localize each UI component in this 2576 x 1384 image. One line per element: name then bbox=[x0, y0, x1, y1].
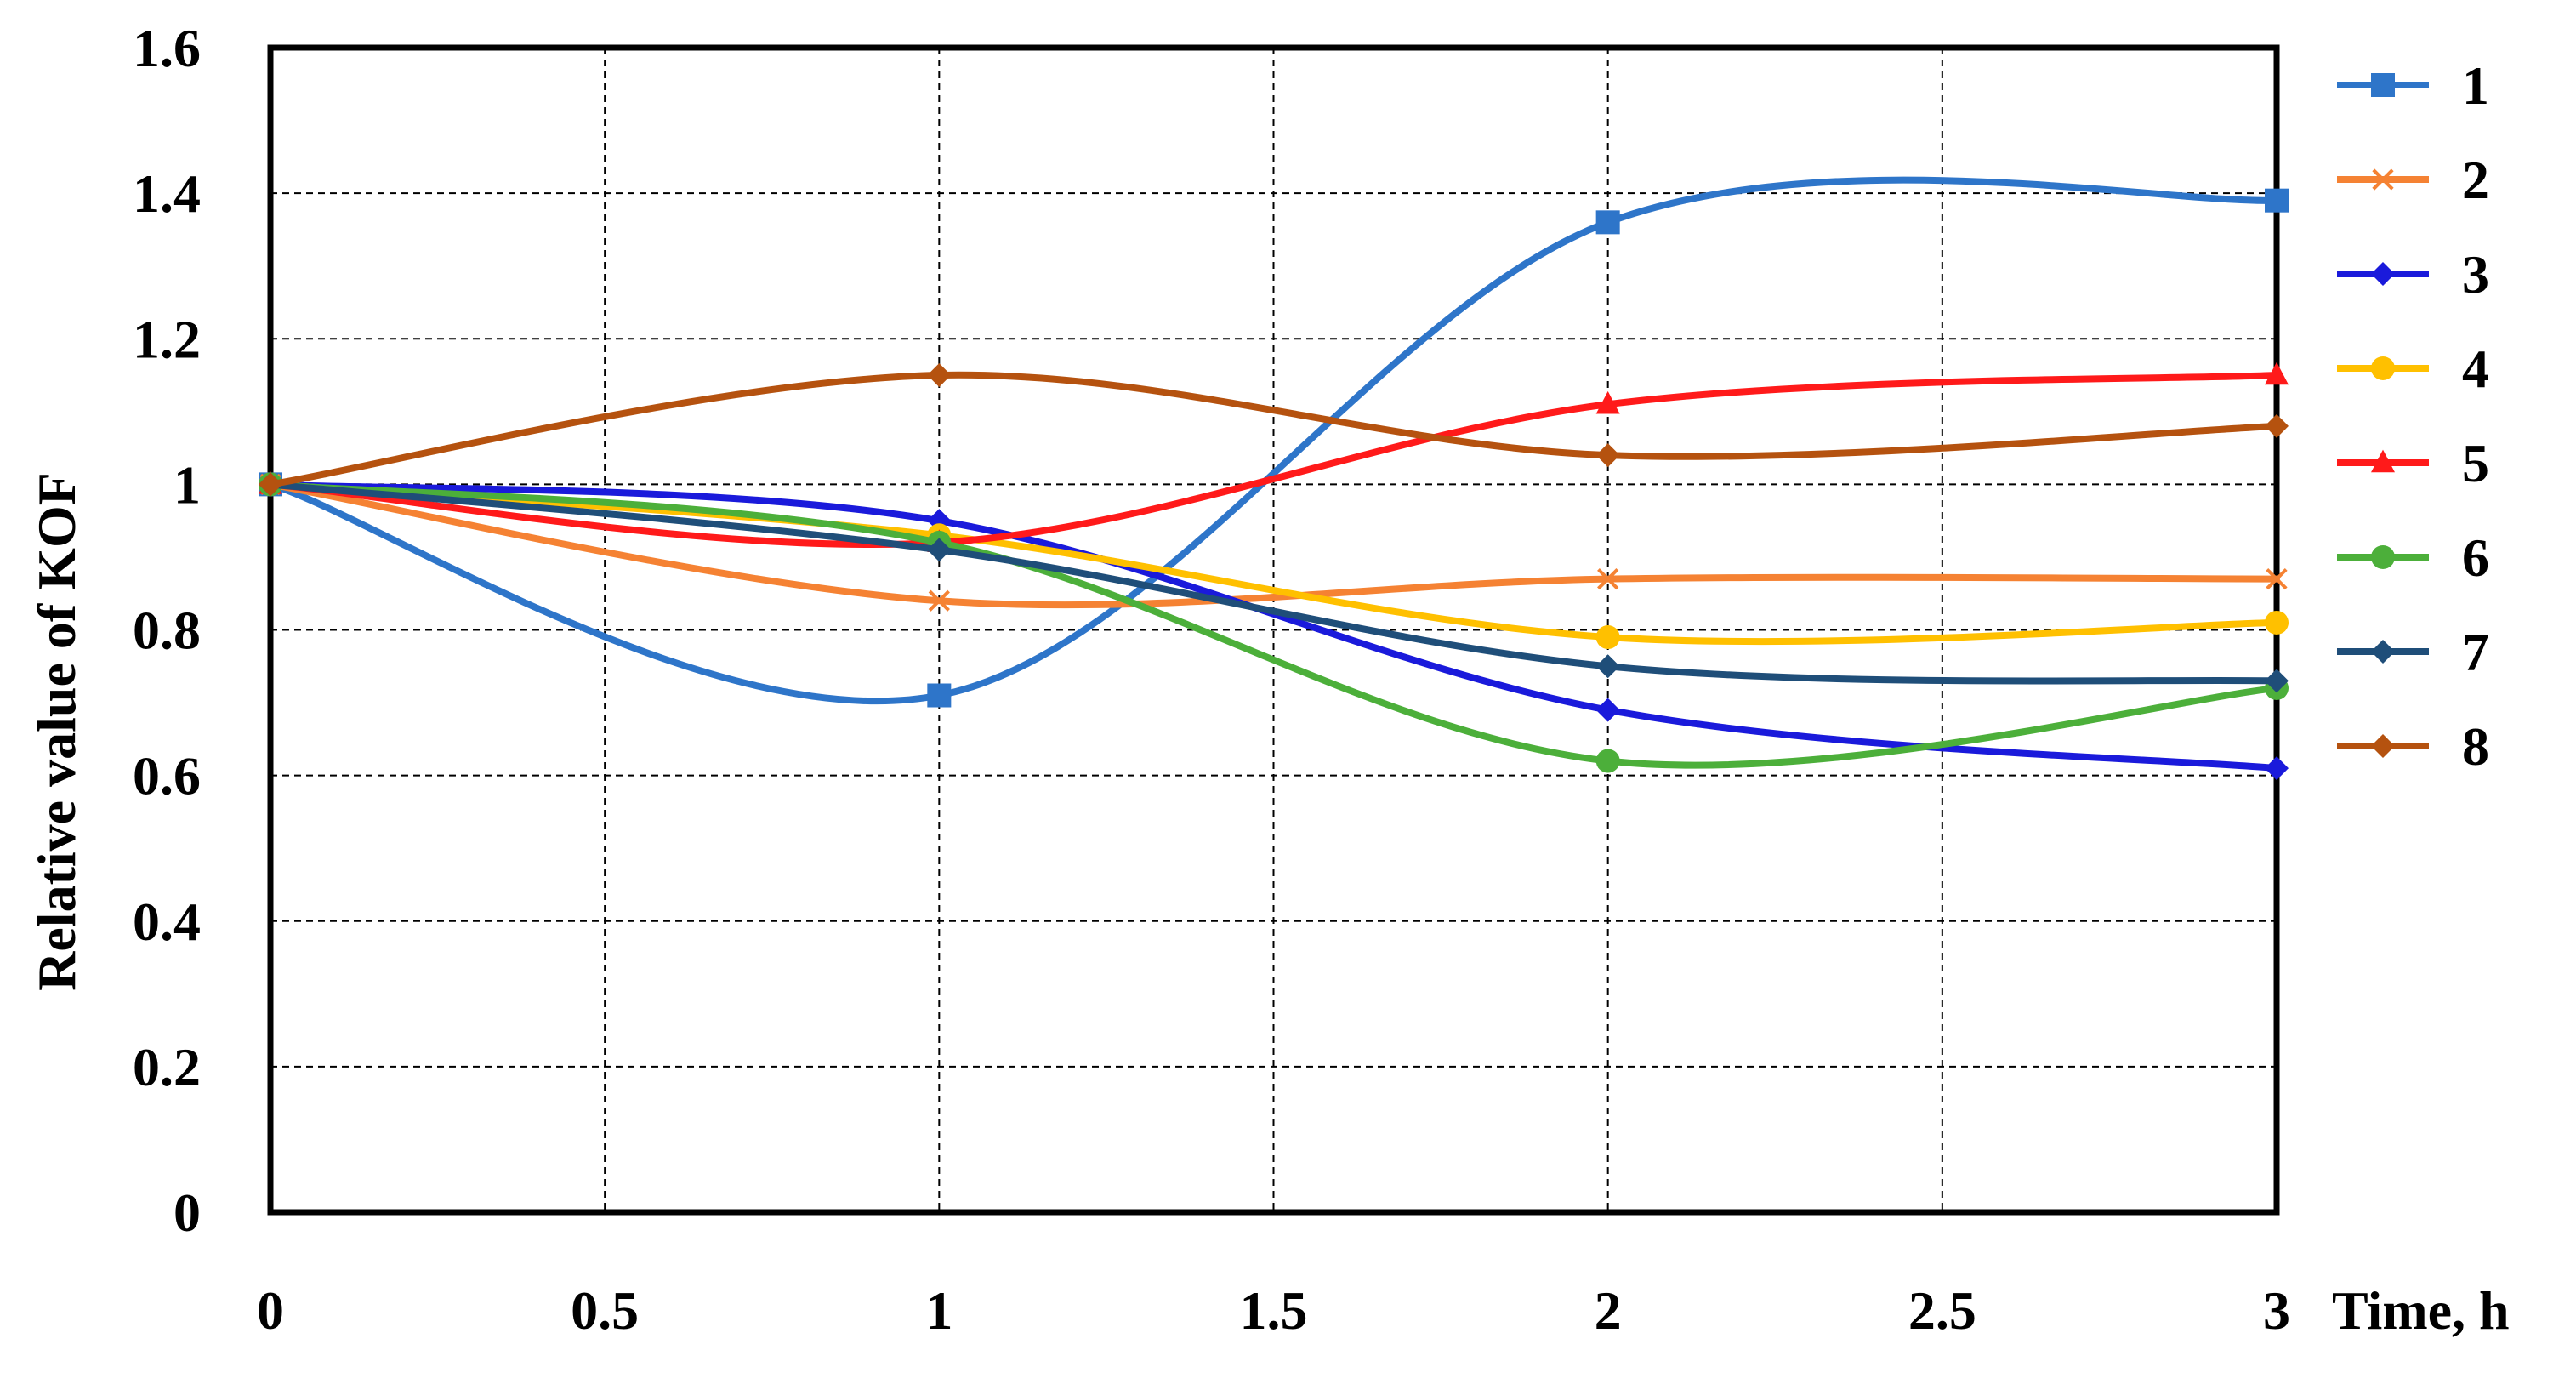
y-tick-label: 1.2 bbox=[133, 309, 201, 369]
y-tick-label: 0.6 bbox=[133, 746, 201, 806]
gridlines bbox=[270, 48, 2277, 1212]
data-point bbox=[928, 589, 950, 612]
legend-item-2: 2 bbox=[2337, 150, 2489, 210]
data-point bbox=[2265, 669, 2289, 693]
series-line bbox=[267, 371, 2280, 488]
data-point bbox=[2265, 362, 2289, 385]
data-point bbox=[1595, 210, 1620, 235]
legend-item-7: 7 bbox=[2337, 622, 2489, 682]
x-tick-label: 0.5 bbox=[571, 1280, 639, 1341]
data-point bbox=[259, 472, 282, 497]
legend-item-3: 3 bbox=[2337, 244, 2489, 305]
data-point bbox=[1595, 443, 1620, 468]
data-point bbox=[927, 538, 952, 562]
legend-label: 1 bbox=[2462, 55, 2489, 116]
data-point bbox=[2265, 188, 2289, 213]
legend-marker bbox=[2372, 168, 2394, 191]
legend-marker bbox=[2371, 545, 2395, 569]
legend-label: 4 bbox=[2462, 339, 2489, 399]
x-tick-label: 0 bbox=[257, 1280, 284, 1341]
legend-item-8: 8 bbox=[2337, 716, 2489, 777]
x-tick-label: 3 bbox=[2263, 1280, 2290, 1341]
x-tick-label: 1 bbox=[925, 1280, 952, 1341]
x-tick-label: 2 bbox=[1595, 1280, 1622, 1341]
y-tick-label: 0.8 bbox=[133, 601, 201, 661]
y-axis-label: Relative value of KOF bbox=[26, 472, 87, 991]
data-point bbox=[927, 363, 952, 388]
y-tick-label: 0 bbox=[173, 1182, 201, 1243]
y-tick-label: 1.6 bbox=[133, 18, 201, 78]
y-tick-label: 1.4 bbox=[133, 163, 201, 224]
data-point bbox=[1595, 390, 1620, 414]
legend-label: 6 bbox=[2462, 527, 2489, 588]
series-8 bbox=[259, 363, 2289, 497]
x-tick-label: 2.5 bbox=[1908, 1280, 1976, 1341]
series-line bbox=[267, 481, 2280, 769]
y-tick-label: 1 bbox=[173, 454, 201, 515]
y-tick-label: 0.2 bbox=[133, 1037, 201, 1097]
x-tick-label: 1.5 bbox=[1240, 1280, 1308, 1341]
data-point bbox=[1597, 567, 1619, 590]
data-point bbox=[1595, 698, 1620, 722]
legend-item-6: 6 bbox=[2337, 527, 2489, 588]
legend-marker bbox=[2371, 356, 2395, 380]
legend-marker bbox=[2371, 449, 2395, 473]
legend-item-1: 1 bbox=[2337, 55, 2489, 116]
data-point bbox=[1595, 654, 1620, 679]
marker-stroke bbox=[2372, 168, 2394, 191]
legend-item-4: 4 bbox=[2337, 339, 2489, 399]
series-line bbox=[267, 372, 2280, 549]
series-line bbox=[267, 481, 2280, 609]
data-point bbox=[1595, 625, 1620, 650]
legend-marker bbox=[2371, 73, 2395, 97]
data-point bbox=[2266, 567, 2288, 590]
x-axis-label: Time, h bbox=[2332, 1280, 2510, 1341]
legend-marker bbox=[2371, 262, 2395, 286]
marker-stroke bbox=[2266, 567, 2288, 590]
legend-label: 5 bbox=[2462, 433, 2489, 493]
series-line bbox=[267, 481, 2280, 646]
legend-label: 7 bbox=[2462, 622, 2489, 682]
legend: 1 2 3 4 5 6 7 8 bbox=[2337, 55, 2489, 777]
legend-item-5: 5 bbox=[2337, 433, 2489, 493]
legend-marker bbox=[2371, 640, 2395, 664]
axes: 0 0.2 0.4 0.6 0.8 1 1.2 1.4 1.6 0 0.5 1 1.5 2 2.5 3 bbox=[133, 18, 2290, 1341]
legend-label: 8 bbox=[2462, 716, 2489, 777]
legend-marker bbox=[2371, 734, 2395, 758]
data-point bbox=[1595, 749, 1620, 773]
data-point bbox=[927, 683, 952, 708]
marker-stroke bbox=[1597, 567, 1619, 590]
legend-label: 3 bbox=[2462, 244, 2489, 305]
data-point bbox=[2265, 610, 2289, 635]
marker-stroke bbox=[928, 589, 950, 612]
legend-label: 2 bbox=[2462, 150, 2489, 210]
data-series bbox=[259, 176, 2289, 781]
series-line bbox=[267, 481, 2280, 685]
data-point bbox=[2265, 413, 2289, 438]
data-point bbox=[2265, 756, 2289, 781]
y-tick-label: 0.4 bbox=[133, 891, 201, 952]
